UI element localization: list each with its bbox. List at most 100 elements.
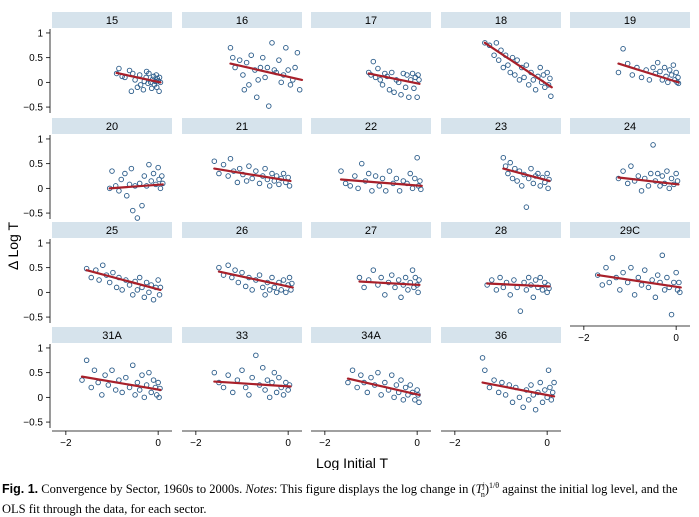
data-point <box>606 279 612 286</box>
data-point <box>664 168 670 174</box>
y-tick-label: −0.5 <box>23 103 43 114</box>
data-point <box>227 155 234 162</box>
data-point <box>232 267 238 273</box>
data-point <box>260 364 266 371</box>
data-point <box>404 72 410 78</box>
data-point <box>505 62 511 68</box>
data-point <box>650 142 656 148</box>
data-point <box>269 170 275 177</box>
small-multiples-scatter-figure: 15 −0.5 0 0.5 1 16 17 18 19 20 −0.5 0 0.5 1 21 22 23 24 25… <box>5 12 690 470</box>
data-point <box>398 91 404 98</box>
panel-36: 36 −2 0 <box>441 327 561 449</box>
data-point <box>416 77 422 83</box>
caption-text-3: against the initial log level, and the O… <box>2 482 678 516</box>
data-point <box>668 72 675 78</box>
data-point <box>289 280 295 287</box>
panel-title-strip <box>182 118 302 134</box>
data-point <box>414 94 420 100</box>
ols-fit-line <box>217 270 294 289</box>
data-point <box>124 193 130 199</box>
data-point <box>648 170 654 177</box>
data-point <box>139 202 145 209</box>
data-point <box>287 82 294 88</box>
data-point <box>157 185 164 192</box>
data-point <box>670 62 677 68</box>
data-point <box>370 267 377 273</box>
data-point <box>395 277 402 283</box>
data-point <box>652 294 659 301</box>
data-point <box>545 185 551 192</box>
data-point <box>628 264 634 271</box>
data-point <box>398 294 404 301</box>
data-point <box>249 374 255 381</box>
panel-25: 25 −0.5 0 0.5 1 <box>23 222 172 324</box>
data-point <box>102 372 108 378</box>
panel-title: 26 <box>236 225 248 237</box>
data-point <box>156 88 162 95</box>
data-point <box>502 392 509 398</box>
data-point <box>262 292 268 298</box>
data-point <box>123 374 129 381</box>
data-point <box>539 287 546 293</box>
data-point <box>136 274 143 281</box>
data-point <box>134 379 141 386</box>
data-point <box>661 287 668 293</box>
formula-sup: j <box>482 481 485 490</box>
data-point <box>140 87 147 93</box>
data-point <box>638 188 645 194</box>
data-point <box>116 65 122 72</box>
data-point <box>286 183 293 189</box>
data-point <box>118 176 124 183</box>
data-point <box>256 180 263 187</box>
data-point <box>79 377 85 383</box>
data-point <box>345 379 351 386</box>
data-point <box>139 372 145 378</box>
data-point <box>276 374 282 381</box>
data-point <box>262 74 268 81</box>
data-point <box>389 272 395 278</box>
data-point <box>486 384 493 391</box>
data-point <box>525 274 532 281</box>
data-point <box>260 284 266 291</box>
data-point <box>150 377 157 383</box>
data-point <box>391 394 397 401</box>
data-point <box>507 69 513 76</box>
data-point <box>674 178 681 184</box>
y-tick-label: −0.5 <box>23 209 43 220</box>
data-point <box>240 72 246 78</box>
x-tick-label: −2 <box>578 333 590 344</box>
data-point <box>278 79 284 86</box>
data-point <box>249 175 255 182</box>
panel-title-strip <box>52 222 172 238</box>
panel-title: 25 <box>106 225 118 237</box>
panel-23: 23 <box>441 118 561 210</box>
data-point <box>409 185 416 192</box>
panel-title-strip <box>311 12 431 28</box>
x-tick-label: −2 <box>449 438 461 449</box>
figure-label: Fig. 1. <box>2 482 39 497</box>
data-point <box>255 77 261 83</box>
data-point <box>119 287 125 293</box>
data-point <box>532 277 539 283</box>
data-point <box>649 277 655 283</box>
data-point <box>136 387 143 393</box>
data-point <box>525 82 532 88</box>
data-point <box>509 399 516 406</box>
data-point <box>264 64 271 71</box>
data-point <box>416 277 422 283</box>
data-point <box>369 188 375 194</box>
data-point <box>482 40 488 46</box>
data-point <box>283 379 289 386</box>
panel-title: 34A <box>361 330 381 342</box>
caption-text-2: : This figure displays the log change in <box>273 482 472 497</box>
panel-title: 27 <box>365 225 377 237</box>
panel-28: 28 <box>441 222 561 314</box>
data-point <box>635 173 642 179</box>
data-point <box>650 64 656 71</box>
y-tick-label: 0.5 <box>29 368 43 379</box>
data-point <box>365 170 372 177</box>
panel-title-strip <box>441 12 561 28</box>
panel-20: 20 −0.5 0 0.5 1 <box>23 118 172 221</box>
data-point <box>645 284 652 291</box>
data-point <box>386 168 393 174</box>
